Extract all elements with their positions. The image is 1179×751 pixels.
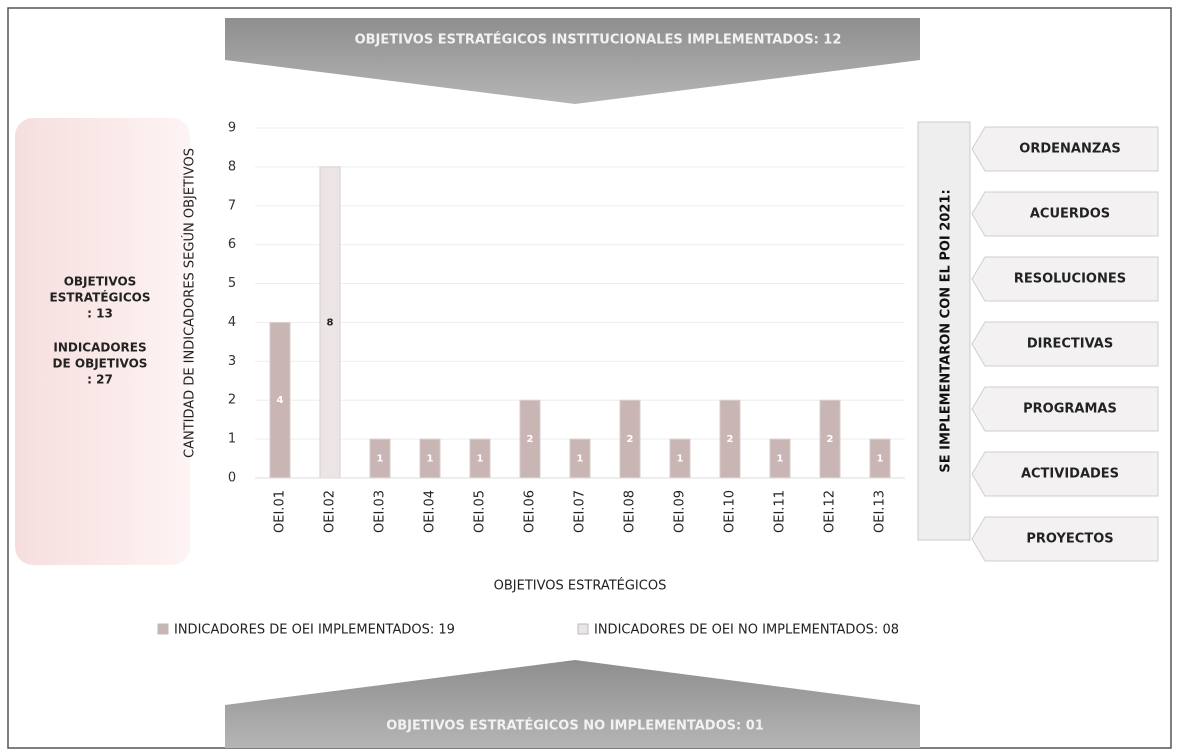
data-label: 2 [727,434,734,445]
y-tick-label: 8 [228,159,236,174]
y-tick-label: 7 [228,198,236,213]
data-label: 1 [577,454,584,465]
item-label: RESOLUCIONES [1014,272,1126,287]
legend-label: INDICADORES DE OEI IMPLEMENTADOS: 19 [174,623,455,638]
x-tick-label: OEI.04 [423,490,438,533]
y-tick-label: 2 [228,393,236,408]
data-label: 2 [627,434,634,445]
legend-swatch [577,623,589,635]
x-tick-label: OEI.05 [473,490,488,533]
item-box [971,516,1159,562]
data-label: 1 [477,454,484,465]
x-tick-label: OEI.07 [573,490,588,533]
data-label: 1 [377,454,384,465]
x-tick-label: OEI.06 [523,490,538,533]
panel-text: : 13 [87,307,113,321]
item-label: DIRECTIVAS [1027,337,1113,352]
data-label: 1 [677,454,684,465]
right-panel-title: SE IMPLEMENTARON CON EL POI 2021: [939,189,954,472]
x-tick-label: OEI.01 [273,490,288,533]
item-label: PROGRAMAS [1023,402,1117,417]
y-tick-label: 5 [228,276,236,291]
top-banner: OBJETIVOS ESTRATÉGICOS INSTITUCIONALES I… [355,32,842,48]
y-tick-label: 1 [228,432,236,447]
panel-text: OBJETIVOS [64,275,137,289]
item-label: ACUERDOS [1030,207,1110,222]
bottom-banner-shape [225,660,920,748]
panel-text: ESTRATÉGICOS [50,290,151,305]
y-tick-label: 3 [228,354,236,369]
data-label: 2 [527,434,534,445]
item-label: PROYECTOS [1026,532,1113,547]
y-tick-label: 0 [228,471,236,486]
panel-text: : 27 [87,373,113,387]
x-tick-label: OEI.11 [773,490,788,533]
item-box [971,126,1159,172]
y-axis-title: CANTIDAD DE INDICADORES SEGÚN OBJETIVOS [182,148,198,458]
item-label: ORDENANZAS [1019,142,1120,157]
top-banner-shape [225,18,920,104]
left-panel [15,118,190,565]
panel-text: DE OBJETIVOS [53,357,148,371]
item-box [971,451,1159,497]
data-label: 2 [827,434,834,445]
x-tick-label: OEI.10 [723,490,738,533]
bottom-banner: OBJETIVOS ESTRATÉGICOS NO IMPLEMENTADOS:… [386,718,764,734]
x-tick-label: OEI.02 [323,490,338,533]
data-label: 1 [777,454,784,465]
right-panel [917,121,971,541]
x-tick-label: OEI.12 [823,490,838,533]
y-tick-label: 6 [228,237,236,252]
data-label: 4 [277,395,284,406]
y-tick-label: 9 [228,121,236,136]
x-tick-label: OEI.09 [673,490,688,533]
item-label: ACTIVIDADES [1021,467,1119,482]
legend-swatch [157,623,169,635]
legend-label: INDICADORES DE OEI NO IMPLEMENTADOS: 08 [594,623,899,638]
y-tick-label: 4 [228,315,236,330]
item-box [971,191,1159,237]
panel-text: INDICADORES [53,341,146,355]
x-tick-label: OEI.13 [873,490,888,533]
item-box [971,321,1159,367]
item-box [971,256,1159,302]
x-tick-label: OEI.08 [623,490,638,533]
data-label: 1 [427,454,434,465]
x-tick-label: OEI.03 [373,490,388,533]
data-label: 1 [877,454,884,465]
data-label: 8 [327,317,334,328]
x-axis-title: OBJETIVOS ESTRATÉGICOS [494,578,667,594]
item-box [971,386,1159,432]
frame [7,7,1172,749]
